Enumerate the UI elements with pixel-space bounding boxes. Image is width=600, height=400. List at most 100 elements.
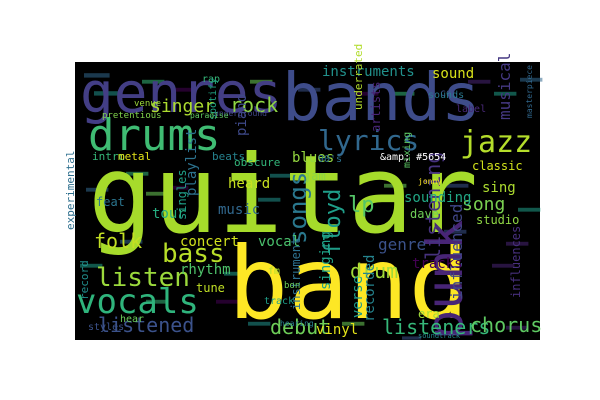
cloud-word: drums [88,110,220,161]
cloud-word: rock [230,93,278,117]
filler-word-mark [258,197,281,202]
cloud-word: bands [282,59,481,136]
cloud-word: cd [440,88,452,99]
cloud-word: drum [350,259,398,283]
cloud-word: venue [134,99,161,109]
cloud-word: piano [234,94,250,136]
cloud-word: tour [152,206,186,222]
filler-word-mark [126,171,149,176]
cloud-word: beats [212,150,245,163]
filler-word-mark [166,185,189,190]
cloud-word: singer [150,96,215,117]
cloud-word: blues [292,150,334,166]
cloud-word: influences [509,226,523,298]
cloud-word: lyrics [318,124,419,157]
cloud-word: musical [495,53,514,120]
cloud-word: listening [421,152,445,260]
filler-word-mark [80,263,103,268]
cloud-word: song [462,194,505,215]
filler-word-mark [492,263,515,268]
cloud-word: debut [270,315,330,339]
cloud-word: sounding [404,190,471,206]
cloud-word: instrument [289,238,303,310]
cloud-word: spotify [208,78,219,120]
cloud-word: jazz [460,125,532,160]
cloud-word: vocals [76,282,199,322]
cloud-word: jam [304,169,326,183]
cloud-word: tracks [412,256,463,272]
filler-word-mark [146,191,169,196]
filler-word-mark [248,321,271,326]
cloud-word: &amp; #5654 [380,152,446,163]
cloud-word: lp [348,193,375,218]
word-cloud-canvas [75,62,540,340]
cloud-word: record [78,260,91,300]
cloud-word: feat [96,195,125,209]
cloud-word: rap [202,74,220,85]
cloud-word: singles [175,169,189,220]
filler-word-mark [142,79,165,84]
cloud-word: heard [228,176,270,192]
cloud-word: listened [98,313,194,337]
filler-word-mark [494,91,517,96]
filler-word-mark [86,187,109,192]
cloud-word: folk [94,229,142,253]
filler-word-mark [446,183,469,188]
cloud-word: jonny [418,177,442,186]
cloud-word: era [418,307,440,321]
cloud-word: underground [214,109,267,118]
filler-word-mark [342,321,365,326]
cloud-word: bon [284,281,300,291]
cloud-word: instruments [322,64,415,80]
cloud-word: punk [416,220,474,340]
cloud-word: guitar [88,133,478,258]
filler-word-mark [518,207,541,212]
filler-word-mark [384,183,407,188]
filler-word-mark [270,173,293,178]
filler-word-mark [402,336,422,340]
cloud-word: floyd [321,189,346,255]
cloud-word: fm [268,266,280,277]
cloud-word: influenced [447,204,466,300]
cloud-word: hearing [280,319,314,328]
cloud-word: sing [482,180,516,196]
cloud-word: tune [196,281,225,295]
filler-word-mark [250,79,273,84]
cloud-word: experimental [64,151,77,230]
cloud-word: metal [118,150,151,163]
filler-word-mark [444,229,467,234]
cloud-word: mixing [402,132,413,168]
cloud-word: label [456,104,486,115]
cloud-word: paradise [190,111,229,120]
filler-word-mark [146,299,169,304]
cloud-word: vocal [258,234,300,250]
filler-word-mark [224,271,247,276]
cloud-word: artists [369,81,383,132]
cloud-word: rhythm [180,262,231,278]
filler-word-mark [356,91,379,96]
cloud-word: verse [350,276,366,318]
cloud-word: recorded [362,255,378,322]
cloud-word: music [218,202,260,218]
filler-word-mark [94,91,120,96]
cloud-word: dave [410,207,439,221]
cloud-word: soundtrack [418,332,461,340]
cloud-word: masterpiece [525,65,534,118]
cloud-word: songs [284,172,312,244]
cloud-word: intro [92,150,125,163]
cloud-word: singing [318,231,334,290]
cloud-word: listen [96,263,190,293]
cloud-word: pretentious [102,111,162,121]
cloud-word: sounds [428,90,464,101]
filler-word-mark [120,239,143,244]
filler-word-mark [506,325,529,330]
cloud-word: playlist [184,129,200,196]
cloud-word: listeners [382,315,490,339]
cloud-word: band [228,225,469,342]
filler-word-mark [468,79,491,84]
cloud-word: hear [120,314,144,325]
filler-word-mark [298,87,321,92]
cloud-word: genre [378,235,426,254]
